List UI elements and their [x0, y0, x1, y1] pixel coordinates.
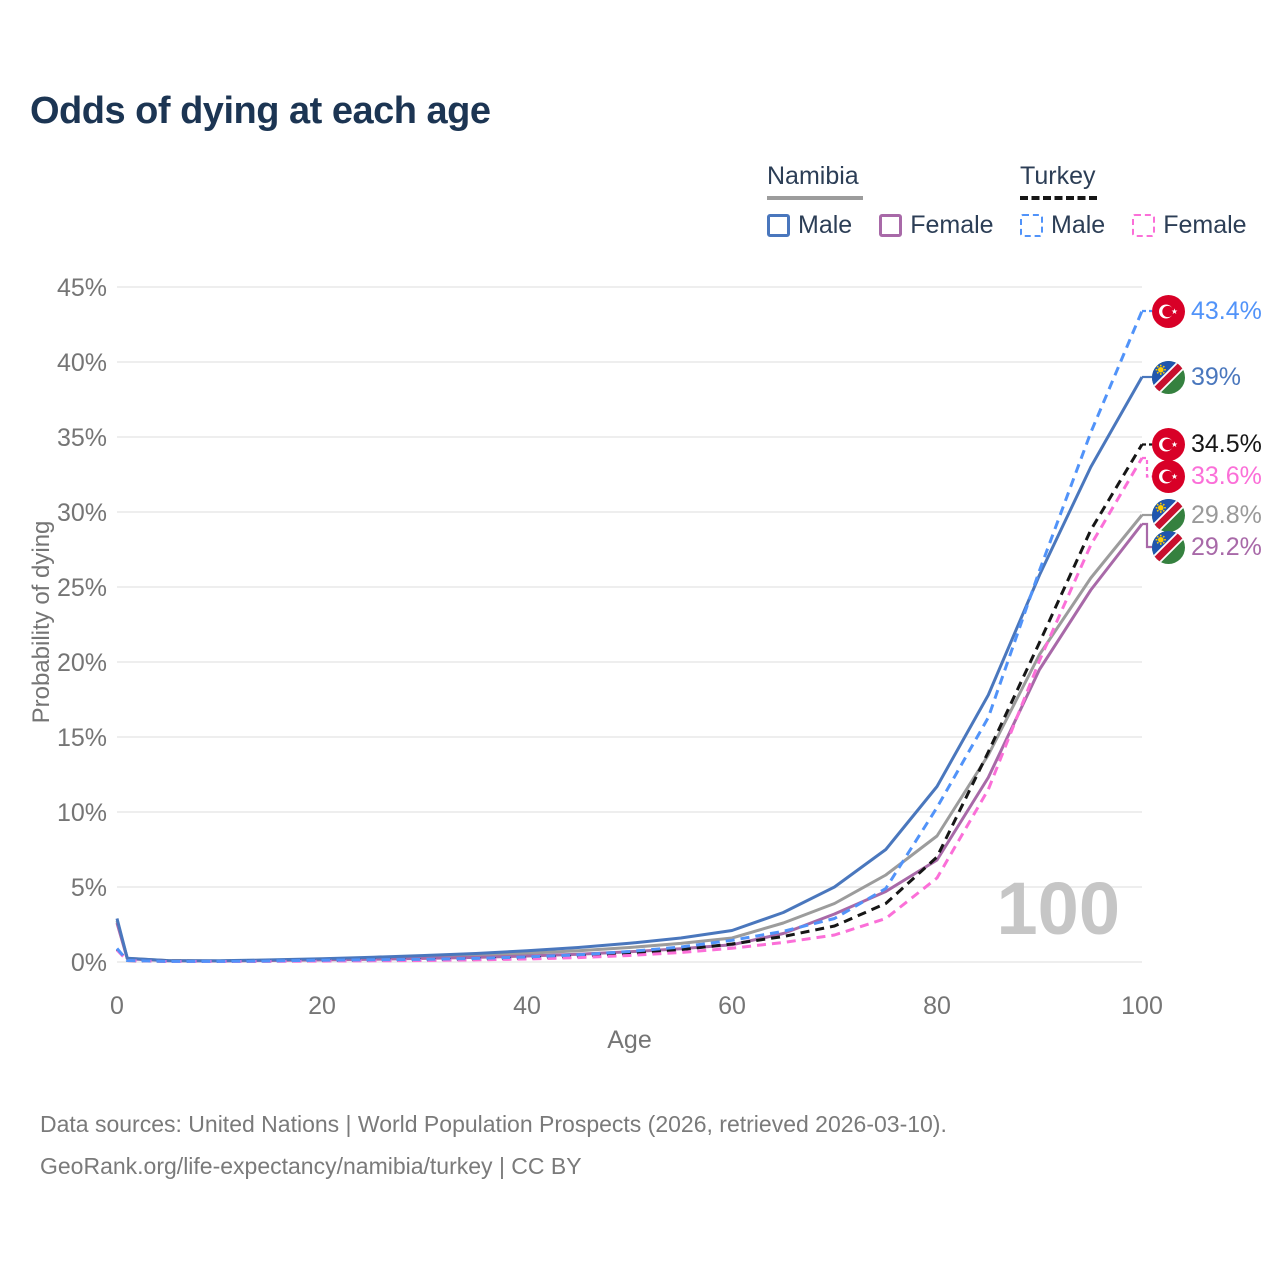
legend-item-namibia-male[interactable]: Male	[767, 211, 852, 240]
end-label-turkey-female: 33.6%	[1152, 460, 1262, 493]
series-line-turkey-male	[115, 310, 1144, 963]
y-tick-label: 45%	[57, 274, 107, 302]
namibia-line-swatch	[767, 196, 863, 200]
end-label-value: 29.2%	[1191, 532, 1262, 561]
y-tick-label: 10%	[57, 799, 107, 827]
x-tick-label: 0	[110, 992, 124, 1020]
legend-item-turkey-male[interactable]: Male	[1020, 211, 1105, 240]
legend-group-namibia: Namibia Male Female	[767, 162, 994, 240]
y-tick-label: 25%	[57, 574, 107, 602]
turkey-flag-icon	[1152, 460, 1185, 493]
x-tick-label: 20	[308, 992, 336, 1020]
label-connector	[1142, 522, 1152, 549]
legend-label-namibia-female: Female	[910, 211, 994, 239]
y-tick-label: 0%	[71, 949, 107, 977]
y-tick-label: 5%	[71, 874, 107, 902]
end-label-value: 39%	[1191, 362, 1242, 391]
end-label-value: 33.6%	[1191, 462, 1262, 490]
footer: Data sources: United Nations | World Pop…	[40, 1103, 947, 1187]
namibia-flag-icon	[1152, 360, 1185, 394]
legend-group-turkey: Turkey Male Female	[1020, 162, 1247, 240]
legend-country-namibia: Namibia	[767, 162, 859, 190]
y-tick-label: 35%	[57, 424, 107, 452]
x-tick-label: 60	[718, 992, 746, 1020]
end-label-turkey-male: 43.4%	[1152, 294, 1262, 328]
turkey-female-swatch-icon	[1132, 214, 1156, 237]
end-label-value: 29.8%	[1191, 500, 1262, 529]
end-label-turkey: 34.5%	[1152, 428, 1262, 461]
turkey-flag-icon	[1152, 294, 1185, 328]
namibia-female-swatch-icon	[879, 214, 903, 237]
legend-item-turkey-female[interactable]: Female	[1132, 211, 1247, 240]
footer-source-line: Data sources: United Nations | World Pop…	[40, 1111, 947, 1137]
x-tick-label: 100	[1121, 992, 1163, 1020]
end-label-namibia-female: 29.2%	[1152, 530, 1262, 564]
legend-label-turkey-male: Male	[1051, 211, 1106, 239]
end-label-value: 43.4%	[1191, 296, 1262, 325]
age-watermark: 100	[996, 867, 1120, 950]
x-tick-label: 80	[923, 992, 951, 1020]
y-tick-label: 15%	[57, 724, 107, 752]
legend-label-turkey-female: Female	[1163, 211, 1247, 239]
turkey-male-swatch-icon	[1020, 214, 1043, 237]
label-connector	[1142, 456, 1152, 478]
series-line-turkey	[115, 443, 1144, 963]
footer-url-line: GeoRank.org/life-expectancy/namibia/turk…	[40, 1153, 582, 1179]
y-tick-label: 40%	[57, 349, 107, 377]
namibia-flag-icon	[1152, 498, 1185, 532]
legend-item-namibia-female[interactable]: Female	[879, 211, 994, 240]
namibia-flag-icon	[1152, 530, 1185, 564]
legend-label-namibia-male: Male	[798, 211, 853, 239]
end-label-value: 34.5%	[1191, 430, 1262, 458]
x-axis-title: Age	[607, 1026, 652, 1054]
page-title: Odds of dying at each age	[30, 90, 491, 132]
series-line-namibia-male	[115, 376, 1144, 963]
y-axis-title: Probability of dying	[28, 520, 55, 724]
series-line-turkey-female	[115, 457, 1144, 963]
end-label-namibia: 29.8%	[1152, 498, 1262, 532]
legend-country-turkey: Turkey	[1020, 162, 1096, 190]
turkey-line-swatch	[1020, 196, 1097, 200]
y-tick-label: 20%	[57, 649, 107, 677]
y-tick-label: 30%	[57, 499, 107, 527]
turkey-flag-icon	[1152, 428, 1185, 461]
end-label-namibia-male: 39%	[1152, 360, 1242, 394]
x-tick-label: 40	[513, 992, 541, 1020]
namibia-male-swatch-icon	[767, 214, 790, 237]
